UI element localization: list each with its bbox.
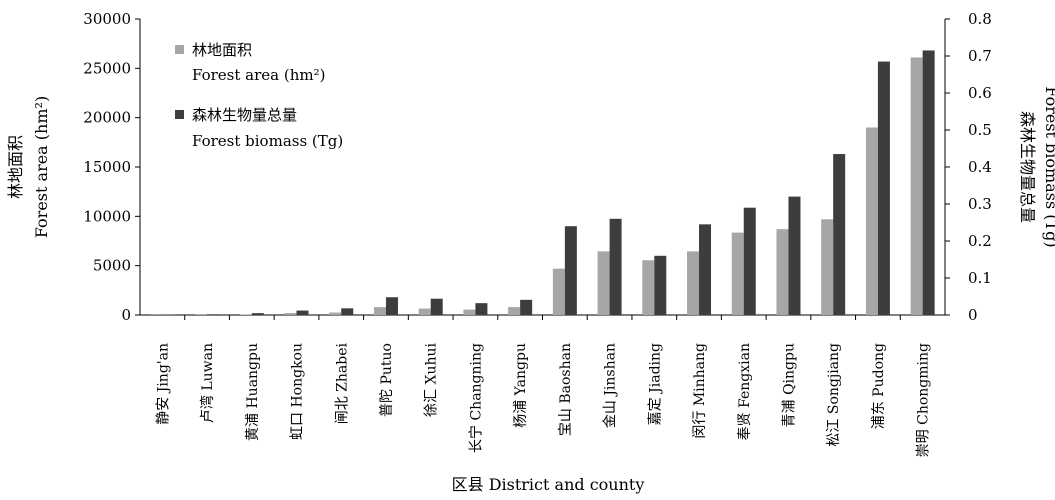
category-label: 静安 Jing'an xyxy=(155,343,171,425)
bar-forest-biomass xyxy=(788,196,801,315)
category-label: 黄浦 Huangpu xyxy=(244,343,261,441)
bar-forest-biomass xyxy=(833,154,846,315)
right-tick-label: 0.6 xyxy=(968,84,992,102)
bar-forest-area xyxy=(284,313,297,315)
bar-forest-area xyxy=(373,307,386,315)
left-tick-label: 30000 xyxy=(83,10,131,28)
bar-forest-area xyxy=(821,219,834,315)
legend-label-forest-biomass-en: Forest biomass (Tg) xyxy=(192,132,343,150)
category-label: 青浦 Qingpu xyxy=(781,343,797,427)
bar-forest-biomass xyxy=(251,313,264,315)
bar-forest-area xyxy=(552,268,565,315)
bar-forest-area xyxy=(642,260,655,315)
right-tick-label: 0.5 xyxy=(968,121,992,139)
bar-forest-area xyxy=(910,57,923,315)
category-label: 闵行 Minhang xyxy=(692,343,708,439)
category-label: 徐汇 Xuhui xyxy=(424,342,440,416)
legend: 林地面积 Forest area (hm²) 森林生物量总量 Forest bi… xyxy=(175,41,343,150)
bar-forest-area xyxy=(687,251,700,315)
category-label: 杨浦 Yangpu xyxy=(513,343,529,428)
right-tick-label: 0.3 xyxy=(968,195,992,213)
category-label: 闸北 Zhabei xyxy=(334,342,350,424)
bar-forest-biomass xyxy=(296,310,309,315)
category-label: 宝山 Baoshan xyxy=(558,343,574,436)
left-axis-title-en: Forest area (hm²) xyxy=(32,96,51,238)
bar-forest-biomass xyxy=(207,314,220,315)
left-tick-label: 15000 xyxy=(83,158,131,176)
left-ticks: 0 5000 10000 15000 20000 25000 30000 xyxy=(83,10,140,324)
category-labels: 静安 Jing'an 卢湾 Luwan 黄浦 Huangpu 虹口 Hongkou 闸北… xyxy=(155,342,931,457)
category-label: 奉贤 Fengxian xyxy=(737,343,753,440)
bar-forest-biomass xyxy=(520,299,533,315)
left-tick-label: 5000 xyxy=(93,257,131,275)
left-tick-label: 25000 xyxy=(83,59,131,77)
left-axis-title-cn: 林地面积 xyxy=(6,135,25,199)
x-axis-title: 区县 District and county xyxy=(452,475,645,494)
right-axis-title-cn: 森林生物量总量 xyxy=(1018,111,1037,223)
category-label: 普陀 Putuo xyxy=(379,343,395,417)
bar-forest-biomass xyxy=(654,255,667,315)
bar-forest-area xyxy=(418,308,431,315)
bar-forest-area xyxy=(597,251,610,315)
bar-forest-area xyxy=(463,309,476,315)
bar-forest-biomass xyxy=(699,224,712,315)
bar-forest-area xyxy=(731,232,744,315)
bar-forest-biomass xyxy=(877,61,890,315)
right-ticks: 0 0.1 0.2 0.3 0.4 0.5 0.6 0.7 0.8 xyxy=(945,10,992,324)
category-label: 长宁 Changning xyxy=(467,343,484,453)
right-tick-label: 0.1 xyxy=(968,269,992,287)
right-tick-label: 0.8 xyxy=(968,10,992,28)
bar-forest-biomass xyxy=(341,308,354,315)
legend-label-forest-area-en: Forest area (hm²) xyxy=(192,66,325,84)
bar-forest-biomass xyxy=(922,50,935,315)
category-label: 嘉定 Jiading xyxy=(647,343,663,425)
left-tick-label: 0 xyxy=(121,306,131,324)
legend-swatch-forest-area xyxy=(175,45,184,54)
right-axis-title-en: Forest biomass (Tg) xyxy=(1042,86,1055,247)
right-tick-label: 0.4 xyxy=(968,158,992,176)
bars xyxy=(150,50,935,320)
bar-forest-area xyxy=(508,307,521,315)
legend-swatch-forest-biomass xyxy=(175,110,184,119)
category-label: 虹口 Hongkou xyxy=(290,343,306,440)
category-label: 浦东 Pudong xyxy=(871,343,887,429)
right-tick-label: 0 xyxy=(968,306,978,324)
bar-forest-biomass xyxy=(564,226,577,315)
bar-forest-biomass xyxy=(743,207,756,315)
category-label: 松江 Songjiang xyxy=(826,343,842,447)
bar-forest-area xyxy=(776,229,789,315)
category-label: 崇明 Chongming xyxy=(916,343,932,457)
bar-forest-area xyxy=(239,314,252,315)
legend-label-forest-area-cn: 林地面积 xyxy=(192,41,252,59)
category-label: 卢湾 Luwan xyxy=(199,343,216,423)
left-tick-label: 20000 xyxy=(83,109,131,127)
bar-forest-area xyxy=(329,312,342,315)
left-tick-label: 10000 xyxy=(83,207,131,225)
bar-forest-biomass xyxy=(475,303,488,315)
right-tick-label: 0.7 xyxy=(968,47,992,65)
right-tick-label: 0.2 xyxy=(968,232,992,250)
bar-forest-biomass xyxy=(430,298,443,315)
bar-forest-biomass xyxy=(385,297,398,315)
category-label: 金山 Jinshan xyxy=(603,343,619,428)
legend-label-forest-biomass-cn: 森林生物量总量 xyxy=(192,106,297,124)
bar-forest-area xyxy=(865,127,878,316)
bar-forest-biomass xyxy=(609,218,622,315)
